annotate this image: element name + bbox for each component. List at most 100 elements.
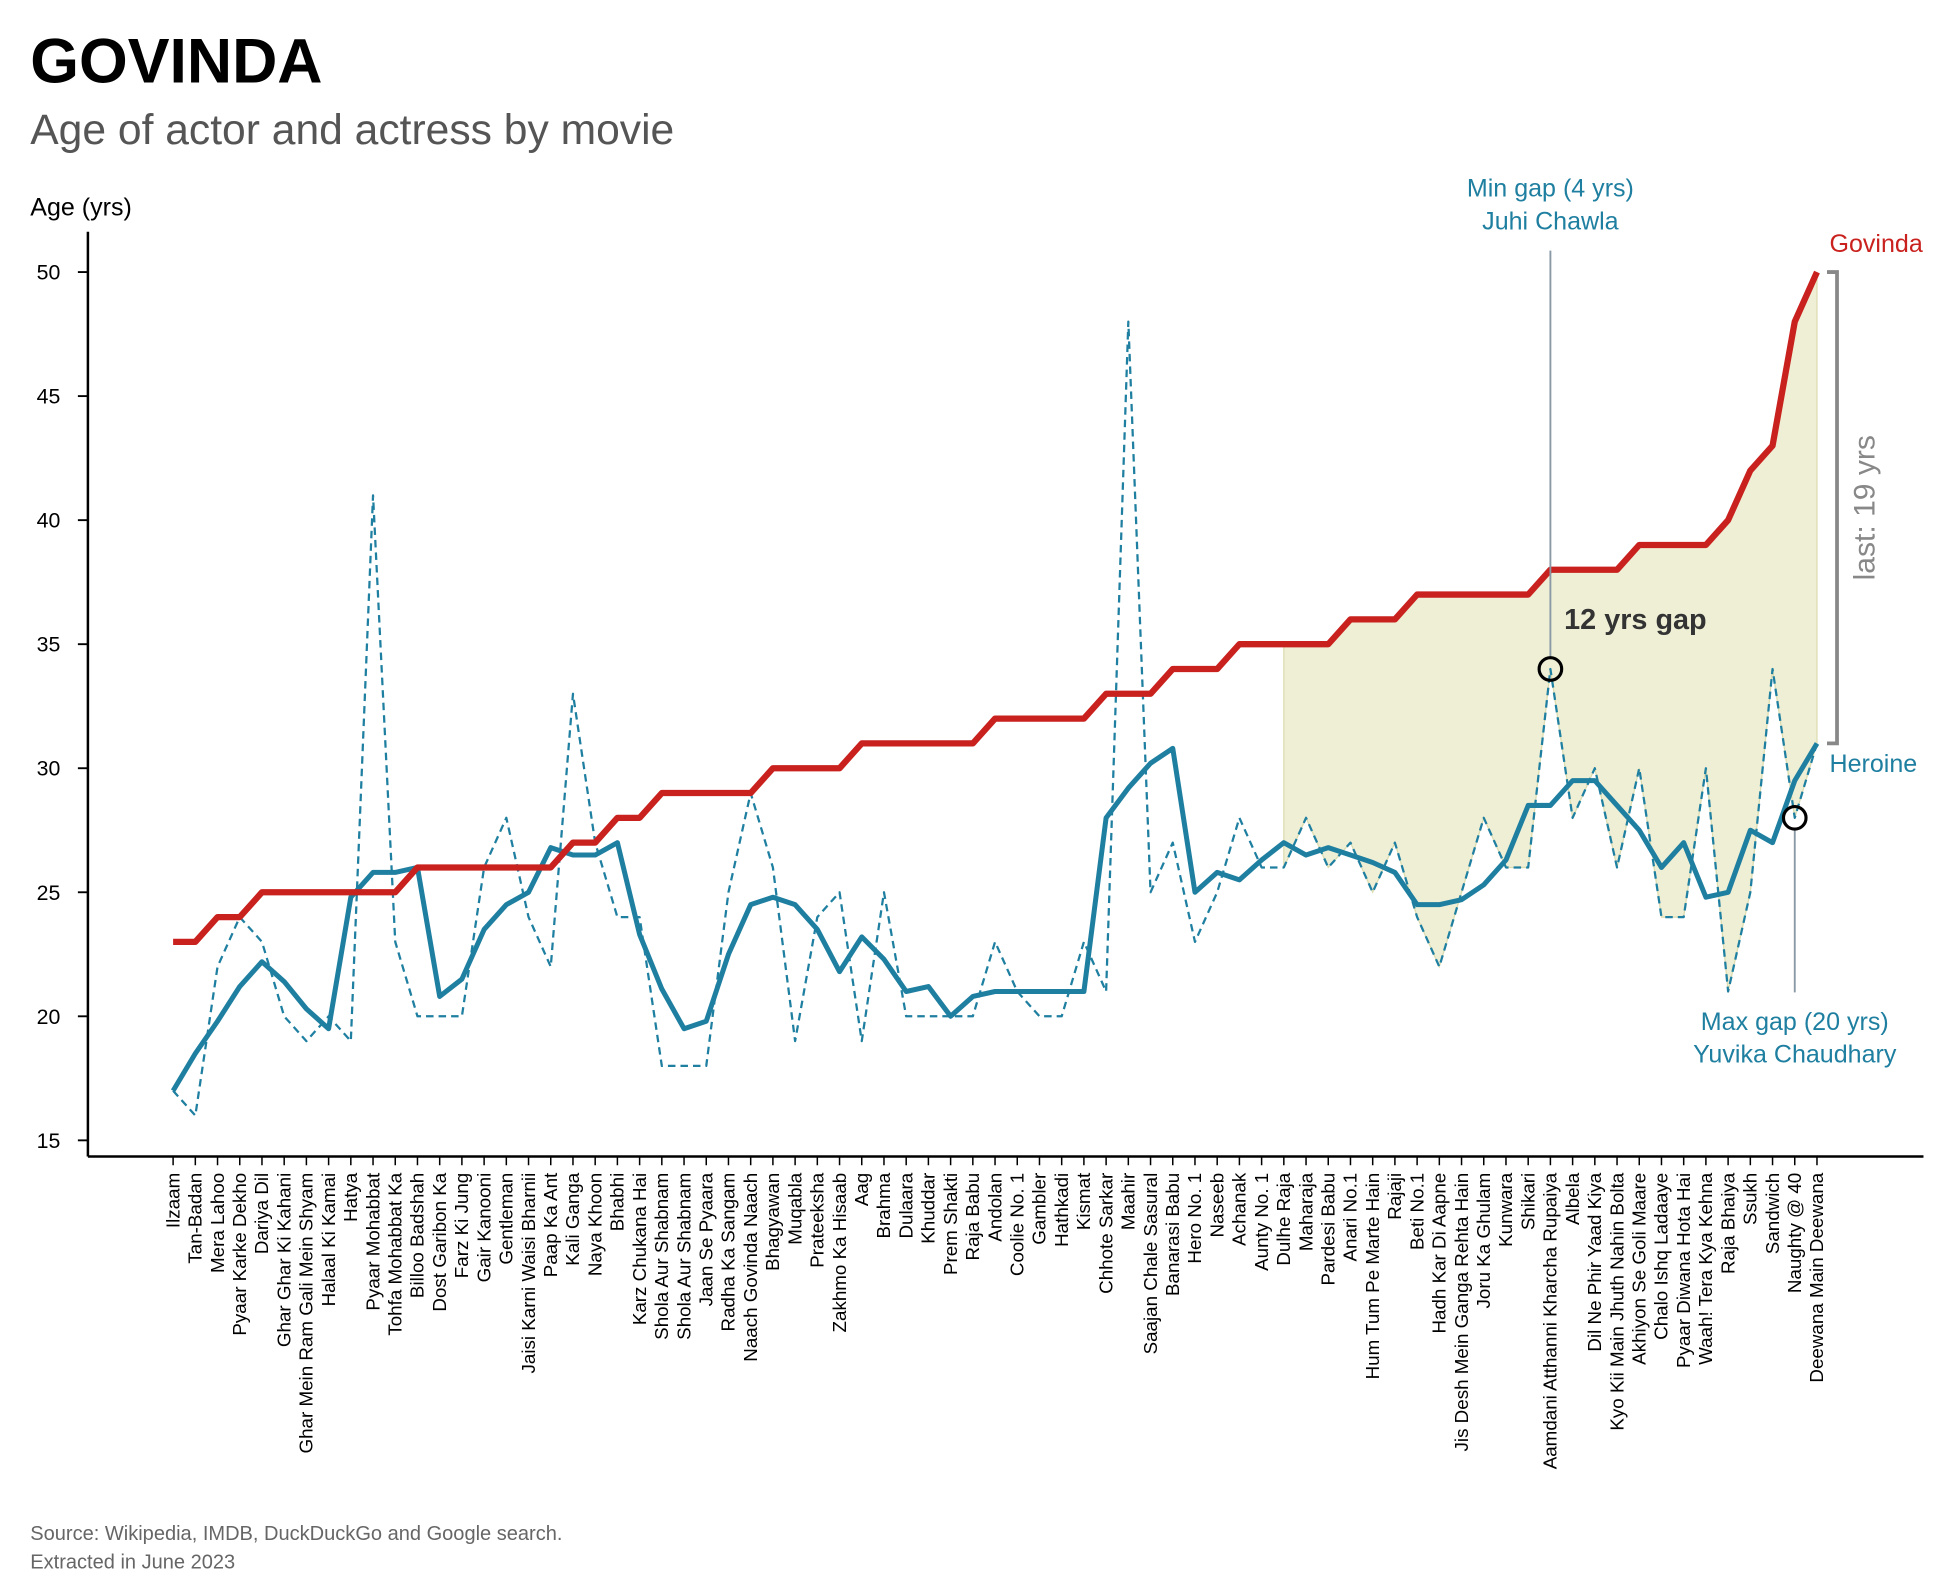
y-tick-label: 20	[37, 1005, 61, 1029]
x-tick-label: Chalo Ishq Ladaaye	[1651, 1173, 1672, 1340]
x-tick-label: Deewana Main Deewana	[1806, 1172, 1827, 1382]
x-tick-label: Gambler	[1029, 1173, 1050, 1245]
chart-subtitle: Age of actor and actress by movie	[30, 106, 674, 154]
x-tick-label: Pardesi Babu	[1318, 1173, 1339, 1286]
x-tick-label: Pyaar Diwana Hota Hai	[1673, 1173, 1694, 1368]
x-tick-label: Dariya Dil	[251, 1173, 272, 1254]
x-tick-label: Hathkadi	[1051, 1173, 1072, 1247]
x-tick-label: Kali Ganga	[562, 1172, 583, 1265]
x-tick-label: Gentleman	[496, 1173, 517, 1265]
x-tick-label: Khuddar	[918, 1173, 939, 1244]
x-tick-label: Coolie No. 1	[1007, 1173, 1028, 1276]
x-tick-label: Radha Ka Sangam	[718, 1173, 739, 1332]
gap-marker	[1537, 656, 1564, 682]
x-tick-label: Gair Kanooni	[473, 1173, 494, 1283]
x-tick-label: Maharaja	[1295, 1172, 1316, 1251]
y-tick-label: 50	[37, 261, 61, 285]
source: Extracted in June 2023	[30, 1552, 235, 1574]
x-tick-label: Shikari	[1517, 1173, 1538, 1230]
x-tick-label: Shola Aur Shabnam	[673, 1173, 694, 1340]
x-tick-label: Dost Garibon Ka	[429, 1172, 450, 1311]
x-tick-label: Ghar Mein Ram Gali Mein Shyam	[296, 1173, 317, 1454]
x-tick-label: Naach Govinda Naach	[740, 1173, 761, 1362]
x-tick-label: Ghar Ghar Ki Kahani	[273, 1173, 294, 1347]
x-tick-label: Naya Khoon	[584, 1173, 605, 1276]
x-tick-label: Aunty No. 1	[1251, 1173, 1272, 1271]
annotation: last: 19 yrs	[1849, 435, 1882, 580]
y-tick-label: 30	[37, 757, 61, 781]
y-tick-label: 40	[37, 509, 61, 533]
annotation: Min gap (4 yrs)	[1467, 175, 1634, 203]
gap-bracket	[1826, 270, 1839, 746]
x-tick-label: Achanak	[1229, 1172, 1250, 1246]
series-line	[173, 270, 1820, 946]
x-tick-label: Dil Ne Phir Yaad Kiya	[1584, 1172, 1605, 1351]
x-tick-label: Karz Chukana Hai	[629, 1173, 650, 1325]
x-tick-label: Chhote Sarkar	[1095, 1173, 1116, 1294]
x-tick-label: Kyo Kii Main Jhuth Nahin Bolta	[1606, 1172, 1627, 1430]
x-tick-label: Brahma	[873, 1172, 894, 1238]
x-tick-label: Halaal Ki Kamai	[318, 1173, 339, 1307]
y-axis-label: Age (yrs)	[30, 194, 132, 222]
x-tick-label: Naughty @ 40	[1784, 1173, 1805, 1293]
annotation: 12 yrs gap	[1564, 604, 1706, 636]
x-tick-label: Hadh Kar Di Aapne	[1429, 1173, 1450, 1334]
y-tick-label: 35	[37, 633, 61, 657]
x-tick-label: Sandwich	[1762, 1173, 1783, 1254]
x-tick-label: Dulhe Raja	[1273, 1172, 1294, 1265]
x-tick-label: Bhabhi	[607, 1173, 628, 1231]
x-tick-label: Dulaara	[895, 1172, 916, 1238]
series-line	[170, 742, 1820, 1093]
x-tick-label: Jis Desh Mein Ganga Rehta Hain	[1451, 1173, 1472, 1452]
x-tick-label: Beti No.1	[1406, 1173, 1427, 1250]
x-tick-label: Zakhmo Ka Hisaab	[829, 1173, 850, 1333]
x-tick-label: Kunwara	[1495, 1172, 1516, 1247]
x-tick-label: Mera Lahoo	[207, 1173, 228, 1273]
x-tick-label: Saajan Chale Sasural	[1140, 1173, 1161, 1355]
annotation: Max gap (20 yrs)	[1701, 1008, 1889, 1036]
x-tick-label: Muqabla	[784, 1172, 805, 1245]
source: Source: Wikipedia, IMDB, DuckDuckGo and …	[30, 1523, 562, 1545]
x-tick-label: Waah! Tera Kya Kehna	[1695, 1172, 1716, 1365]
x-tick-label: Hum Tum Pe Marte Hain	[1362, 1173, 1383, 1380]
annotation: Yuvika Chaudhary	[1693, 1040, 1897, 1068]
x-tick-label: Andolan	[984, 1173, 1005, 1242]
x-tick-label: Farz Ki Jung	[451, 1173, 472, 1278]
x-tick-label: Paap Ka Ant	[540, 1172, 561, 1277]
x-tick-label: Naseeb	[1206, 1173, 1227, 1238]
x-tick-label: Aag	[851, 1173, 872, 1206]
x-tick-label: Pyaar Karke Dekho	[229, 1173, 250, 1336]
x-tick-label: Ssukh	[1740, 1173, 1761, 1225]
x-tick-label: Shola Aur Shabnam	[651, 1173, 672, 1340]
y-tick-label: 45	[37, 385, 61, 409]
x-tick-label: Kismat	[1073, 1172, 1094, 1230]
x-tick-label: Anari No.1	[1340, 1173, 1361, 1262]
x-tick-label: Raja Bhaiya	[1717, 1172, 1738, 1274]
x-tick-label: Maahir	[1118, 1173, 1139, 1230]
series-label: Govinda	[1830, 230, 1923, 258]
x-tick-label: Jaan Se Pyaara	[696, 1172, 717, 1306]
x-tick-label: Akhiyon Se Goli Maare	[1629, 1173, 1650, 1365]
x-tick-label: Aamdani Atthanni Kharcha Rupaiya	[1540, 1172, 1561, 1469]
x-tick-label: Ilzaam	[162, 1173, 183, 1228]
x-tick-label: Prateeksha	[807, 1172, 828, 1268]
x-tick-label: Jaisi Karni Waisi Bharnii	[518, 1173, 539, 1374]
x-tick-label: Hatya	[340, 1172, 361, 1222]
x-tick-label: Rajaji	[1384, 1173, 1405, 1220]
x-tick-label: Albela	[1562, 1172, 1583, 1225]
x-tick-label: Tan-Badan	[185, 1173, 206, 1264]
x-tick-label: Billoo Badshah	[407, 1173, 428, 1298]
x-tick-label: Hero No. 1	[1184, 1173, 1205, 1264]
x-tick-label: Prem Shakti	[940, 1173, 961, 1275]
y-tick-label: 15	[37, 1129, 61, 1153]
y-tick-label: 25	[37, 881, 61, 905]
x-tick-label: Joru Ka Ghulam	[1473, 1173, 1494, 1309]
chart-title: GOVINDA	[30, 27, 322, 97]
x-tick-label: Raja Babu	[962, 1173, 983, 1261]
x-tick-label: Pyaar Mohabbat	[362, 1172, 383, 1311]
series-label: Heroine	[1830, 750, 1918, 778]
x-tick-label: Bhagyawan	[762, 1173, 783, 1271]
annotation: Juhi Chawla	[1482, 207, 1619, 235]
x-tick-label: Banarasi Babu	[1162, 1173, 1183, 1296]
